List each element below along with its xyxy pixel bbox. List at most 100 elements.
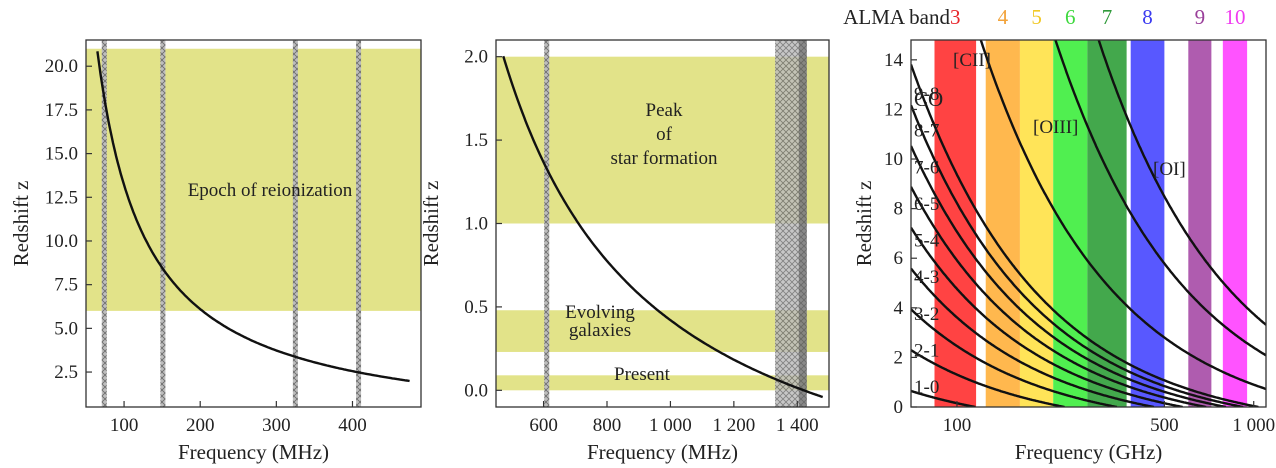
alma-band-number: 9 [1195,5,1206,29]
frequency-marker-line [356,40,362,407]
x-axis-label: Frequency (MHz) [587,440,738,464]
y-axis-label: Redshift z [419,181,443,267]
alma-band-5 [1019,40,1054,407]
y-tick-label: 2 [894,347,904,368]
y-tick-label: 12 [884,99,903,120]
band-label: Epoch of reionization [188,180,353,201]
y-tick-label: 10.0 [45,231,78,252]
line-curve-1-0 [911,389,976,407]
y-tick-label: 4 [894,298,904,319]
band-epoch-of-reionization [86,48,421,311]
frequency-marker-line [160,40,166,407]
co-label: CO [914,87,943,111]
co-transition-label: 7-6 [914,157,939,178]
line-curve-7-6 [911,145,1227,407]
co-transition-label: 8-7 [914,121,939,142]
co-transition-label: 9-8 [914,84,939,105]
x-axis-label: Frequency (GHz) [1015,440,1163,464]
hatched-frequency-edge [798,40,807,407]
co-transition-label: 3-2 [914,304,939,325]
co-transition-label: 1-0 [914,377,939,398]
panel-radio-low-frequency: Epoch of reionization 100 200 300 400 2.5 5.0 7… [9,39,422,464]
x-tick-label: 200 [186,415,215,436]
y-axis-label: Redshift z [9,181,33,267]
band-label: Peak [646,100,683,121]
line-curve-4-3 [911,267,1155,407]
x-tick-label: 1 400 [776,415,819,436]
alma-band-number: 3 [950,5,961,29]
y-tick-label: 0.0 [464,380,488,401]
y-axis-label: Redshift z [852,181,876,267]
y-tick-label: 0.5 [464,297,488,318]
plot-frame [85,39,422,408]
alma-band-number: 6 [1065,5,1076,29]
alma-band-number: 7 [1102,5,1113,29]
line-curve-2-1 [911,349,1065,407]
plot-frame [910,39,1267,408]
line-curve-3-2 [911,308,1118,407]
band-peak-star-formation [496,56,829,224]
y-tick-label: 1.0 [464,214,488,235]
x-axis-label: Frequency (MHz) [178,440,329,464]
alma-band-number: 10 [1224,5,1245,29]
band-label: galaxies [569,320,631,341]
y-tick-label: 5.0 [54,318,78,339]
line-curve-cii [979,40,1266,391]
line-curve-oiii [1054,40,1266,357]
x-tick-label: 500 [1150,415,1179,436]
y-tick-label: 1.5 [464,130,488,151]
alma-band-6 [1053,40,1088,407]
alma-band-number: 4 [998,5,1009,29]
y-tick-label: 7.5 [54,275,78,296]
line-label-oi: [OI] [1153,159,1186,180]
plot-frame [495,39,830,408]
co-transition-label: 2-1 [914,341,939,362]
y-tick-label: 15.0 [45,144,78,165]
alma-band-title: ALMA band [843,5,950,29]
x-tick-label: 1 000 [1232,415,1275,436]
x-tick-label: 100 [110,415,139,436]
alma-band-number: 5 [1031,5,1042,29]
frequency-marker-line [292,40,298,407]
line-curve-9-8 [911,64,1259,407]
co-transition-label: 5-4 [914,231,940,252]
x-tick-label: 800 [593,415,622,436]
alma-band-9 [1188,40,1212,407]
band-present [496,375,829,391]
band-label: star formation [610,148,718,169]
hi-redshift-curve [96,51,410,383]
band-label: of [656,124,673,145]
x-tick-label: 1 200 [712,415,755,436]
frequency-marker-line [544,40,550,407]
line-curve-8-7 [911,104,1244,407]
y-tick-label: 10 [884,149,903,170]
y-tick-label: 6 [894,248,904,269]
y-tick-label: 20.0 [45,56,78,77]
frequency-marker-line [101,40,107,407]
x-tick-label: 100 [943,415,972,436]
band-evolving-galaxies [496,310,829,352]
alma-band-10 [1222,40,1248,407]
x-tick-label: 300 [262,415,291,436]
line-curve-oi [1097,40,1266,326]
line-curve-5-4 [911,227,1183,407]
spectral-line-curves [911,40,1266,407]
x-tick-label: 1 000 [649,415,692,436]
line-label-oiii: [OIII] [1033,117,1078,138]
band-label: Evolving [565,302,635,323]
hi-redshift-curve [502,55,824,399]
band-label: Present [614,364,671,385]
co-transition-label: 4-3 [914,267,939,288]
y-tick-label: 14 [884,50,904,71]
line-curve-6-5 [911,186,1207,407]
y-tick-label: 2.0 [464,47,488,68]
y-tick-label: 2.5 [54,362,78,383]
alma-band-number: 8 [1142,5,1153,29]
y-tick-label: 12.5 [45,187,78,208]
x-tick-label: 600 [529,415,558,436]
line-label-cii: [CII] [953,50,991,71]
y-tick-label: 17.5 [45,100,78,121]
